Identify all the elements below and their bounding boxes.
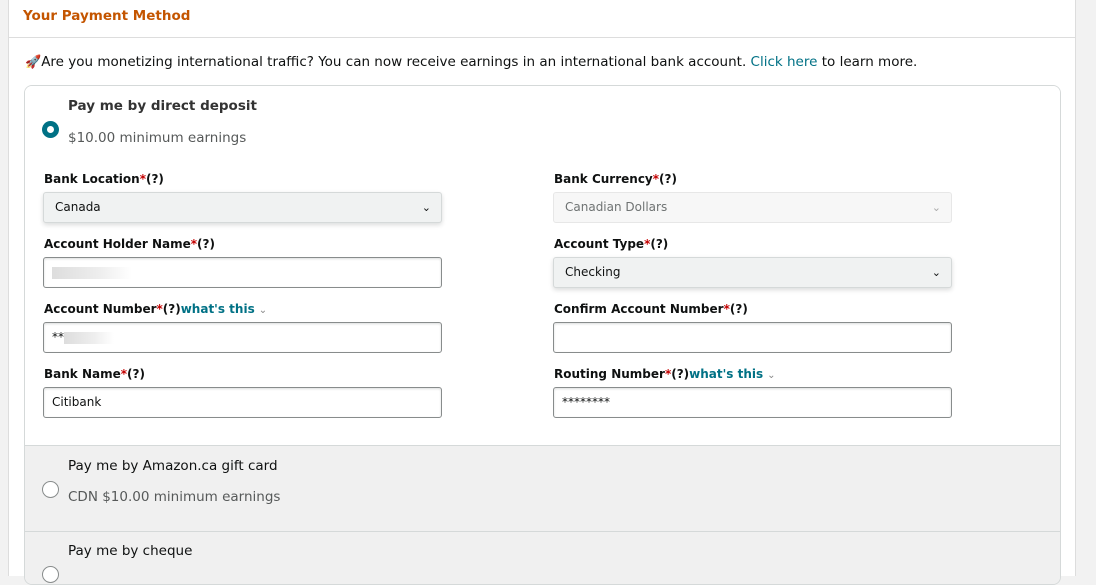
divider xyxy=(9,37,1075,38)
whats-this-link[interactable]: what's this xyxy=(180,302,255,316)
account-type-select[interactable]: Checking ⌄ xyxy=(553,257,952,288)
account-type-label: Account Type*(?) xyxy=(554,237,669,251)
redacted-value xyxy=(52,266,132,279)
bank-name-label: Bank Name*(?) xyxy=(44,367,145,381)
redacted-value xyxy=(64,331,114,344)
option-cheque[interactable]: Pay me by cheque xyxy=(25,531,1060,584)
whats-this-link[interactable]: what's this xyxy=(689,367,764,381)
notice-text: Are you monetizing international traffic… xyxy=(41,54,751,70)
international-notice: 🚀Are you monetizing international traffi… xyxy=(25,54,917,70)
bank-location-select[interactable]: Canada ⌄ xyxy=(43,192,442,223)
confirm-number-input[interactable] xyxy=(553,322,952,353)
option-title: Pay me by direct deposit xyxy=(68,98,257,114)
routing-number-input[interactable]: ******** xyxy=(553,387,952,418)
option-subtitle: CDN $10.00 minimum earnings xyxy=(68,489,281,505)
chevron-down-icon: ⌄ xyxy=(931,266,941,279)
chevron-down-icon: ⌄ xyxy=(931,201,941,214)
account-number-label: Account Number*(?)what's this ⌄ xyxy=(44,302,268,316)
account-number-input[interactable]: ** xyxy=(43,322,442,353)
option-subtitle: $10.00 minimum earnings xyxy=(68,130,247,146)
option-gift-card[interactable]: Pay me by Amazon.ca gift card CDN $10.00… xyxy=(25,445,1060,531)
rocket-icon: 🚀 xyxy=(25,55,42,70)
chevron-down-icon: ⌄ xyxy=(258,305,268,316)
option-title: Pay me by Amazon.ca gift card xyxy=(68,458,278,474)
direct-deposit-radio[interactable] xyxy=(42,121,59,138)
notice-text-end: to learn more. xyxy=(817,54,918,70)
holder-name-label: Account Holder Name*(?) xyxy=(44,237,215,251)
bank-currency-label: Bank Currency*(?) xyxy=(554,172,677,186)
chevron-down-icon: ⌄ xyxy=(421,201,431,214)
holder-name-input[interactable] xyxy=(43,257,442,288)
section-title: Your Payment Method xyxy=(23,8,191,24)
cheque-radio[interactable] xyxy=(42,566,59,583)
bank-currency-select[interactable]: Canadian Dollars ⌄ xyxy=(553,192,952,223)
confirm-number-label: Confirm Account Number*(?) xyxy=(554,302,748,316)
bank-location-label: Bank Location*(?) xyxy=(44,172,164,186)
payment-panel: Your Payment Method 🚀Are you monetizing … xyxy=(8,0,1076,585)
payment-options-card: Pay me by direct deposit $10.00 minimum … xyxy=(24,85,1061,585)
bank-name-input[interactable]: Citibank xyxy=(43,387,442,418)
option-direct-deposit: Pay me by direct deposit $10.00 minimum … xyxy=(25,86,1060,445)
option-title: Pay me by cheque xyxy=(68,543,193,559)
gift-card-radio[interactable] xyxy=(42,481,59,498)
click-here-link[interactable]: Click here xyxy=(750,54,818,70)
chevron-down-icon: ⌄ xyxy=(767,370,776,381)
routing-number-label: Routing Number*(?)what's this ⌄ xyxy=(554,367,776,381)
